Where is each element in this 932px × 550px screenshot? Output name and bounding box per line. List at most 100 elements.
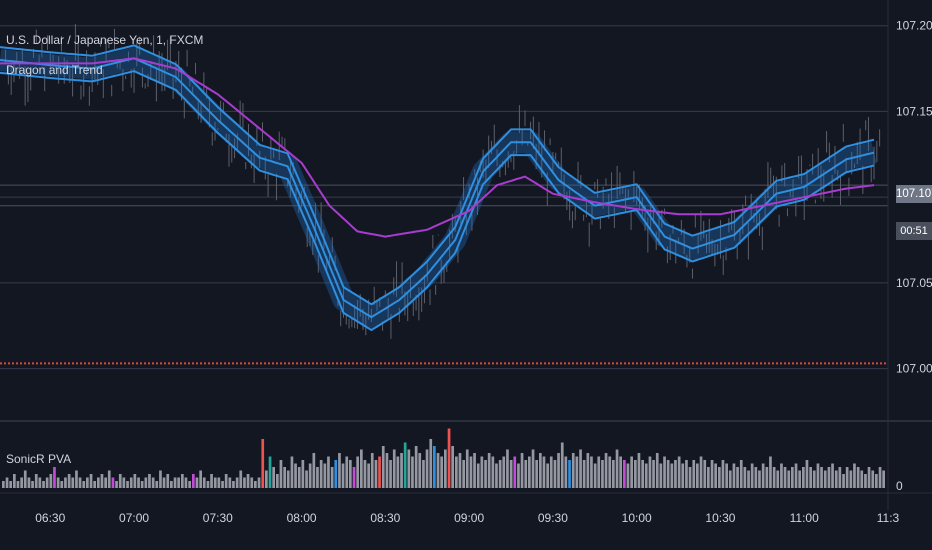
volume-bar — [385, 453, 389, 488]
volume-bar — [451, 446, 454, 488]
volume-bar — [805, 460, 809, 488]
volume-bar — [352, 467, 356, 488]
y-tick-label: 107.150 — [896, 104, 932, 118]
volume-bar — [677, 456, 681, 488]
volume-bar — [517, 463, 520, 488]
volume-bar — [184, 477, 188, 488]
x-tick-label: 07:30 — [203, 511, 233, 525]
dragon-band-fill — [0, 47, 883, 329]
volume-bar — [224, 474, 228, 488]
volume-bar — [243, 477, 246, 488]
volume-bar — [666, 460, 670, 488]
x-tick-label: 09:00 — [454, 511, 484, 525]
volume-bar — [370, 453, 374, 488]
volume-bar — [480, 456, 484, 488]
volume-bar — [531, 449, 535, 488]
volume-bar — [316, 467, 319, 488]
volume-bar — [528, 456, 531, 488]
volume-bar — [520, 453, 524, 488]
volume-bar — [718, 467, 721, 488]
volume-bar — [334, 460, 338, 488]
volume-bar — [341, 463, 345, 488]
volume-bar — [593, 463, 597, 488]
volume-bar — [407, 449, 411, 488]
volume-bar — [732, 463, 736, 488]
volume-bar — [213, 477, 217, 488]
volume-bar — [60, 481, 64, 488]
volume-bar — [34, 474, 38, 488]
volume-bar — [776, 470, 780, 488]
volume-bar — [367, 463, 370, 488]
volume-bar — [20, 477, 23, 488]
volume-bar — [772, 467, 776, 488]
volume-bar — [827, 467, 831, 488]
volume-bar — [787, 470, 791, 488]
volume-bar — [414, 446, 418, 488]
volume-bar — [86, 477, 89, 488]
volume-bar — [31, 481, 34, 488]
volume-bar — [652, 460, 655, 488]
volume-bar — [557, 453, 560, 488]
volume-bar — [641, 460, 644, 488]
x-tick-label: 10:30 — [705, 511, 735, 525]
volume-bar — [188, 481, 191, 488]
volume-bar — [867, 467, 871, 488]
volume-bar — [151, 477, 155, 488]
bar-countdown-badge: 00:51 — [896, 222, 932, 240]
volume-bar — [356, 456, 359, 488]
volume-bar — [604, 453, 608, 488]
volume-bar — [455, 456, 458, 488]
volume-bar — [360, 449, 363, 488]
volume-bar — [422, 460, 425, 488]
volume-bar — [465, 449, 469, 488]
indicator-dragon-trend-label[interactable]: Dragon and Trend — [6, 63, 103, 77]
volume-bar — [714, 463, 717, 488]
volume-bar — [82, 481, 86, 488]
volume-bar — [586, 453, 590, 488]
volume-bar — [860, 470, 864, 488]
volume-bar — [582, 460, 586, 488]
y-tick-label: 107.000 — [896, 362, 932, 376]
x-tick-label: 08:00 — [287, 511, 317, 525]
volume-bar — [659, 463, 663, 488]
volume-bar — [816, 463, 820, 488]
grid-lines — [0, 0, 932, 510]
volume-bar — [469, 456, 473, 488]
volume-bar — [871, 470, 875, 488]
volume-bar — [546, 463, 549, 488]
volume-bar — [93, 481, 96, 488]
volume-bar — [173, 477, 177, 488]
trend-line — [0, 57, 875, 238]
volume-bar — [16, 481, 20, 488]
volume-bar — [758, 470, 761, 488]
volume-bar — [579, 449, 582, 488]
volume-bar — [575, 456, 579, 488]
volume-bar — [429, 439, 433, 488]
volume-bar — [42, 481, 45, 488]
volume-bar — [374, 460, 378, 488]
volume-bar — [232, 481, 235, 488]
volume-bar — [535, 460, 538, 488]
volume-bar — [166, 474, 170, 488]
volume-bar — [392, 449, 396, 488]
volume-bar — [809, 467, 812, 488]
volume-bar — [692, 460, 696, 488]
volume-bar — [239, 470, 243, 488]
x-tick-label: 07:00 — [119, 511, 149, 525]
indicator-sonicr-pva-label[interactable]: SonicR PVA — [6, 452, 72, 466]
volume-bar — [217, 477, 221, 488]
volume-bar — [780, 463, 783, 488]
volume-bar — [433, 446, 436, 488]
volume-bar — [122, 477, 126, 488]
volume-bar — [802, 467, 805, 488]
volume-bar — [13, 474, 16, 488]
x-tick-label: 08:30 — [370, 511, 400, 525]
axis-labels: 107.000107.050107.100107.150107.20006:30… — [35, 19, 932, 525]
volume-bar — [568, 460, 571, 488]
volume-bar — [148, 474, 151, 488]
volume-bar — [623, 460, 626, 488]
symbol-title[interactable]: U.S. Dollar / Japanese Yen, 1, FXCM — [6, 33, 204, 47]
volume-bar — [747, 470, 750, 488]
volume-bar — [312, 453, 316, 488]
